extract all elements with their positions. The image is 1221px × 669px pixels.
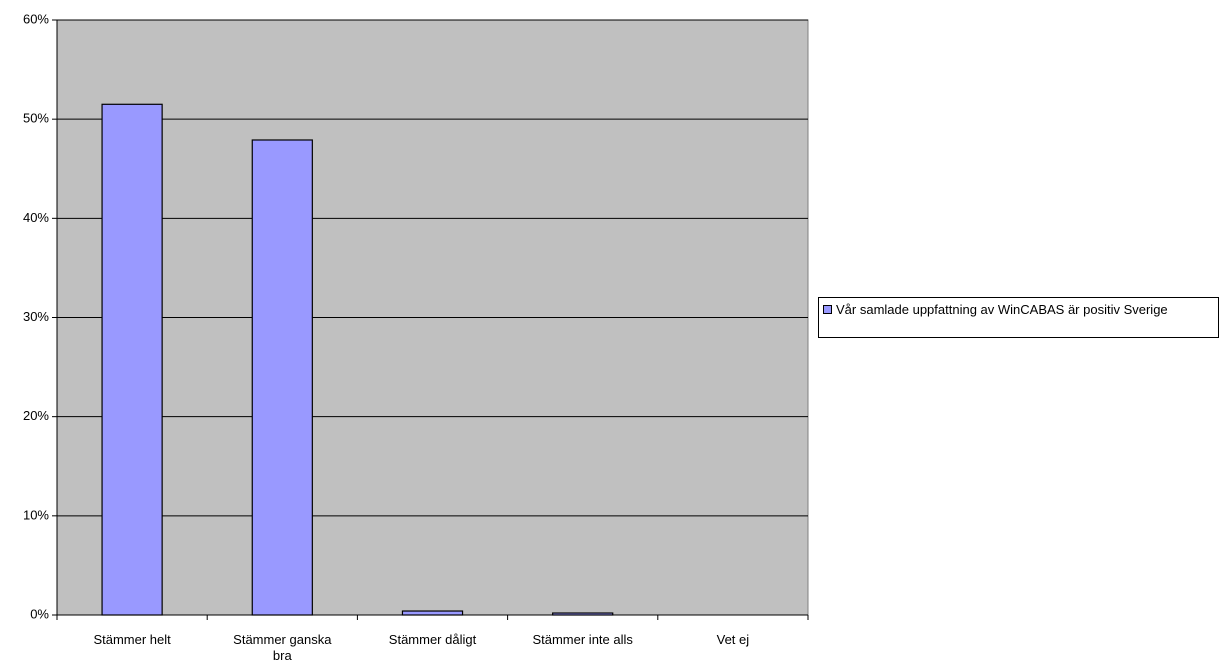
y-tick-label: 30%	[23, 309, 49, 324]
legend: Vår samlade uppfattning av WinCABAS är p…	[818, 297, 1219, 338]
legend-swatch	[823, 305, 832, 314]
y-tick-label: 60%	[23, 11, 49, 26]
y-tick-label: 50%	[23, 111, 49, 126]
x-tick-label: Vet ej	[716, 632, 750, 647]
x-tick-label: Stämmer inte alls	[532, 632, 633, 647]
bar	[251, 139, 313, 616]
bar	[401, 610, 464, 616]
y-tick-label: 10%	[23, 507, 49, 522]
y-tick-label: 0%	[30, 606, 49, 621]
y-tick-label: 40%	[23, 210, 49, 225]
bar	[101, 103, 163, 616]
x-tick-label: Stämmer ganska bra	[233, 632, 332, 663]
y-tick-label: 20%	[23, 408, 49, 423]
x-tick-label: Stämmer dåligt	[388, 632, 477, 647]
bar	[552, 612, 614, 616]
legend-label: Vår samlade uppfattning av WinCABAS är p…	[836, 302, 1168, 317]
x-tick-label: Stämmer helt	[93, 632, 171, 647]
